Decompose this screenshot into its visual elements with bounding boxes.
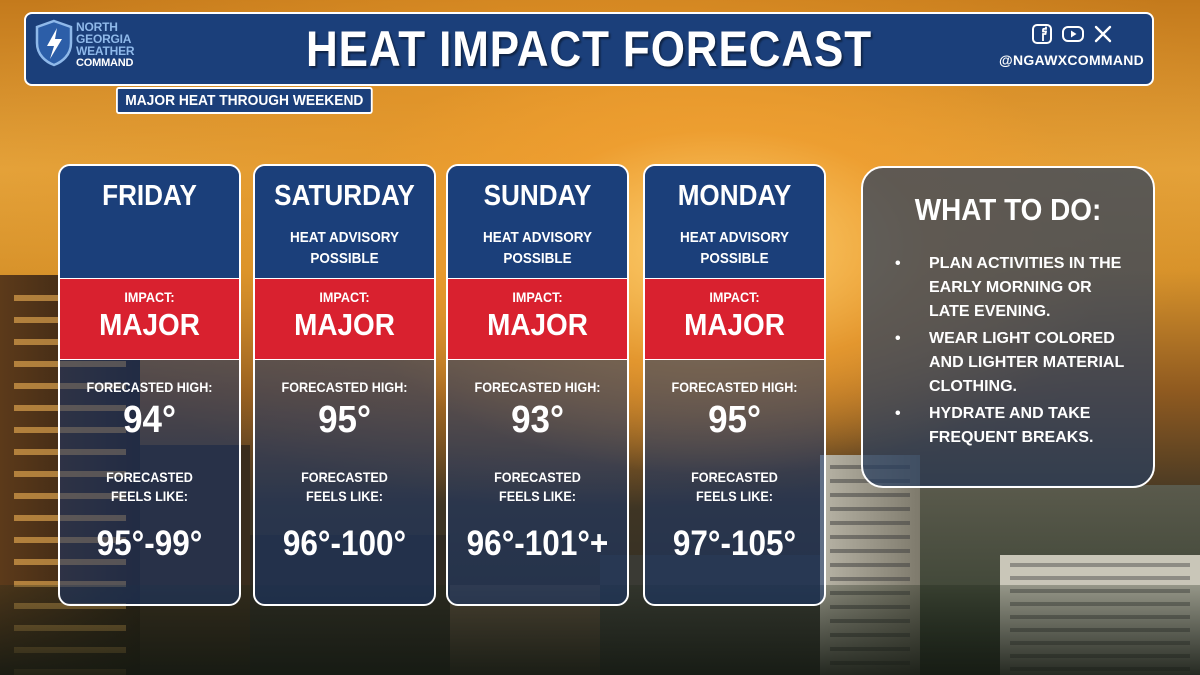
what-to-do-panel: WHAT TO DO: • PLAN ACTIVITIES IN THE EARL… [861,166,1155,488]
x-icon[interactable] [1094,25,1112,43]
impact-label: IMPACT: [319,289,370,305]
impact-level: MAJOR [99,307,200,342]
feels-like-label: FORECASTED FEELS LIKE: [301,469,388,504]
social-block: @NGAWXCOMMAND [999,22,1144,68]
logo-line: WEATHER [76,44,135,58]
impact-banner: IMPACT: MAJOR [448,278,627,360]
day-name: SUNDAY [483,180,592,212]
subtitle-badge: MAJOR HEAT THROUGH WEEKEND [116,87,373,114]
impact-banner: IMPACT: MAJOR [645,278,824,360]
panel-title: WHAT TO DO: [914,192,1102,227]
forecast-high: 95° [318,399,371,441]
tip-text: WEAR LIGHT COLORED AND LIGHTER MATERIAL … [929,330,1124,395]
logo: NORTH GEORGIA WEATHER COMMAND [34,17,164,85]
lightning-shield-icon [35,19,73,67]
feels-like-label: FORECASTED FEELS LIKE: [494,469,581,504]
header-banner: NORTH GEORGIA WEATHER COMMAND HEAT IMPAC… [24,12,1154,86]
impact-banner: IMPACT: MAJOR [255,278,434,360]
day-header: SUNDAY HEAT ADVISORY POSSIBLE [448,166,627,278]
day-name: MONDAY [677,180,792,212]
day-name: FRIDAY [102,180,197,212]
bullet-icon: • [895,405,901,422]
high-label: FORECASTED HIGH: [281,379,408,395]
tip-text: PLAN ACTIVITIES IN THE EARLY MORNING OR … [929,255,1122,320]
forecast-high: 95° [708,399,761,441]
temperature-section: FORECASTED HIGH: 95° FORECASTED FEELS LI… [645,360,824,564]
day-header: MONDAY HEAT ADVISORY POSSIBLE [645,166,824,278]
feels-like-range: 95°-99° [96,524,203,563]
bullet-icon: • [895,330,901,347]
day-card-friday: FRIDAY IMPACT: MAJOR FORECASTED HIGH: 94… [58,164,241,606]
day-header: SATURDAY HEAT ADVISORY POSSIBLE [255,166,434,278]
day-card-saturday: SATURDAY HEAT ADVISORY POSSIBLE IMPACT: … [253,164,436,606]
temperature-section: FORECASTED HIGH: 93° FORECASTED FEELS LI… [448,360,627,564]
logo-wordmark: NORTH GEORGIA WEATHER COMMAND [76,20,135,69]
forecast-high: 93° [511,399,564,441]
logo-line: NORTH [76,20,118,34]
facebook-icon[interactable] [1031,24,1052,44]
advisory-text: HEAT ADVISORY POSSIBLE [679,229,790,267]
high-label: FORECASTED HIGH: [671,379,798,395]
day-card-monday: MONDAY HEAT ADVISORY POSSIBLE IMPACT: MA… [643,164,826,606]
day-name: SATURDAY [274,180,415,212]
advisory-text: HEAT ADVISORY POSSIBLE [482,229,593,267]
tips-list: • PLAN ACTIVITIES IN THE EARLY MORNING OR… [863,252,1153,450]
feels-like-range: 96°-100° [282,524,407,563]
impact-banner: IMPACT: MAJOR [60,278,239,360]
feels-like-range: 96°-101°+ [466,524,609,563]
impact-level: MAJOR [684,307,785,342]
tip-text: HYDRATE AND TAKE FREQUENT BREAKS. [929,405,1094,446]
bullet-icon: • [895,255,901,272]
social-handle: @NGAWXCOMMAND [999,52,1145,68]
high-label: FORECASTED HIGH: [86,379,213,395]
logo-line: GEORGIA [76,32,132,46]
high-label: FORECASTED HIGH: [474,379,601,395]
youtube-icon[interactable] [1061,25,1084,43]
page-title: HEAT IMPACT FORECAST [306,21,872,77]
social-icons [999,22,1144,46]
impact-label: IMPACT: [124,289,175,305]
list-item: • HYDRATE AND TAKE FREQUENT BREAKS. [895,402,1131,450]
forecast-high: 94° [123,399,176,441]
list-item: • PLAN ACTIVITIES IN THE EARLY MORNING OR… [895,252,1131,324]
day-card-sunday: SUNDAY HEAT ADVISORY POSSIBLE IMPACT: MA… [446,164,629,606]
impact-label: IMPACT: [709,289,760,305]
impact-level: MAJOR [294,307,395,342]
list-item: • WEAR LIGHT COLORED AND LIGHTER MATERIAL… [895,327,1131,399]
temperature-section: FORECASTED HIGH: 94° FORECASTED FEELS LI… [60,360,239,564]
advisory-text: HEAT ADVISORY POSSIBLE [289,229,400,267]
day-header: FRIDAY [60,166,239,278]
temperature-section: FORECASTED HIGH: 95° FORECASTED FEELS LI… [255,360,434,564]
logo-line: COMMAND [76,57,135,69]
feels-like-range: 97°-105° [672,524,797,563]
impact-level: MAJOR [487,307,588,342]
feels-like-label: FORECASTED FEELS LIKE: [691,469,778,504]
impact-label: IMPACT: [512,289,563,305]
feels-like-label: FORECASTED FEELS LIKE: [106,469,193,504]
